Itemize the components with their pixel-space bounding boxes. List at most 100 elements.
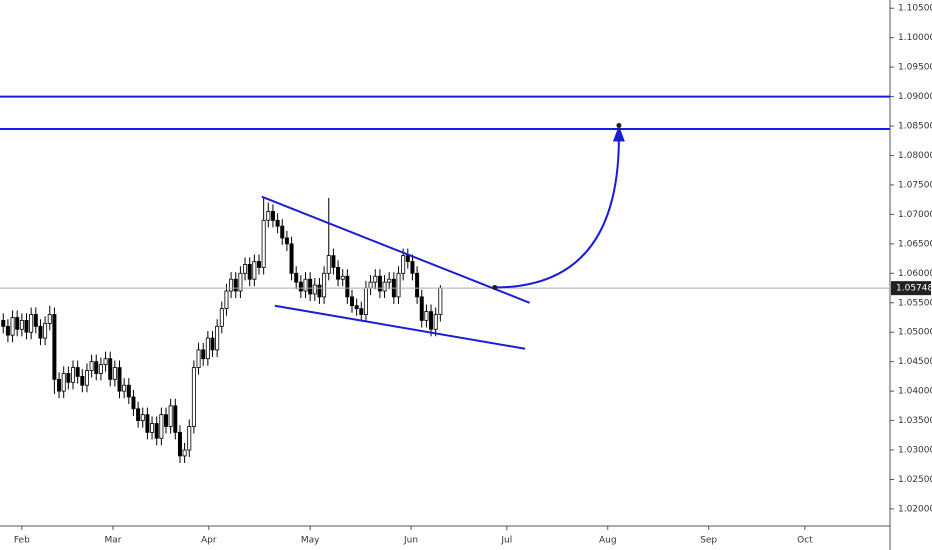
y-tick-label: 1.03500 (898, 416, 932, 426)
candle-body (270, 211, 275, 221)
candle-body (210, 337, 215, 351)
candle-body (33, 314, 38, 327)
candle-body (312, 284, 317, 295)
x-tick-label: Feb (14, 536, 30, 546)
y-tick-label: 1.03000 (898, 446, 932, 456)
x-tick-label: Jun (403, 536, 418, 546)
candle-body (363, 287, 368, 315)
candle-body (19, 320, 24, 330)
candle-body (284, 237, 289, 245)
last-price-label: 1.05748 (896, 284, 932, 294)
candle-body (261, 219, 266, 268)
y-tick-label: 1.06500 (898, 239, 932, 249)
arrow-curve (494, 137, 620, 289)
candle-body (429, 311, 434, 330)
candle-body (140, 414, 145, 421)
y-tick-label: 1.02000 (898, 504, 932, 514)
y-tick-label: 1.07500 (898, 180, 932, 190)
candle-body (252, 261, 257, 280)
y-tick-label: 1.05000 (898, 328, 932, 338)
candle-body (182, 449, 187, 457)
candle-body (29, 314, 34, 333)
candle-body (75, 367, 80, 377)
candle-body (52, 314, 57, 380)
x-tick-label: Jul (500, 536, 512, 546)
candle-body (396, 272, 401, 298)
candle-body (196, 349, 201, 368)
candle-body (438, 287, 443, 315)
candle-body (15, 317, 20, 330)
candle-body (368, 281, 373, 289)
candle-body (187, 426, 192, 451)
trend-line (261, 195, 530, 304)
y-tick-label: 1.08500 (898, 122, 932, 132)
y-tick-label: 1.04000 (898, 387, 932, 397)
y-tick-label: 1.06000 (898, 269, 932, 279)
candle-body (47, 314, 52, 324)
candle-body (215, 325, 220, 351)
candle-body (331, 255, 336, 268)
y-tick-label: 1.10500 (898, 4, 932, 14)
candle-body (24, 320, 29, 333)
candle-body (229, 278, 234, 292)
candle-body (108, 358, 113, 380)
candle-body (433, 314, 438, 330)
candle-body (419, 296, 424, 321)
candle-body (224, 290, 229, 310)
candle-body (136, 408, 141, 421)
candle-body (377, 275, 382, 292)
candle-body (326, 255, 331, 274)
candle-body (298, 281, 303, 292)
candle-body (303, 278, 308, 292)
candle-body (84, 370, 89, 386)
candle-body (38, 325, 43, 339)
candle-body (238, 272, 243, 292)
candle-body (336, 267, 341, 280)
candle-body (405, 255, 410, 262)
candle-body (219, 308, 224, 327)
candle-body (112, 367, 117, 380)
candle-body (173, 405, 178, 433)
candle-body (247, 264, 252, 280)
candle-body (168, 405, 173, 427)
candle-body (415, 272, 420, 298)
candle-body (354, 305, 359, 310)
candle-body (359, 308, 364, 315)
candle-body (154, 423, 159, 439)
candle-body (89, 361, 94, 371)
y-tick-label: 1.07000 (898, 210, 932, 220)
candle-body (122, 384, 127, 392)
x-tick-label: Mar (105, 536, 122, 546)
candle-body (401, 255, 406, 274)
candle-body (382, 281, 387, 292)
candle-body (159, 414, 164, 439)
candle-body (10, 317, 15, 336)
candle-body (233, 278, 238, 292)
candle-body (350, 296, 355, 307)
candle-body (289, 243, 294, 274)
candle-body (5, 325, 10, 336)
arrow-end (616, 122, 622, 128)
candle-body (57, 378, 62, 392)
arrow-start (492, 284, 498, 290)
candle-body (322, 272, 327, 298)
x-tick-label: Aug (599, 536, 617, 546)
candle-body (205, 337, 210, 360)
candle-body (294, 272, 299, 283)
candle-body (94, 361, 99, 374)
candle-body (131, 396, 136, 410)
candle-body (257, 261, 262, 268)
candle-body (145, 414, 150, 433)
candle-body (275, 219, 280, 227)
y-tick-label: 1.09500 (898, 63, 932, 73)
candle-body (424, 311, 429, 321)
arrow-head (612, 125, 625, 142)
x-tick-label: May (301, 536, 320, 546)
candle-body (340, 275, 345, 280)
x-tick-label: Oct (797, 536, 813, 546)
x-tick-label: Sep (700, 536, 717, 546)
candle-body (266, 211, 271, 221)
candle-body (98, 364, 103, 374)
candle-body (177, 431, 182, 457)
